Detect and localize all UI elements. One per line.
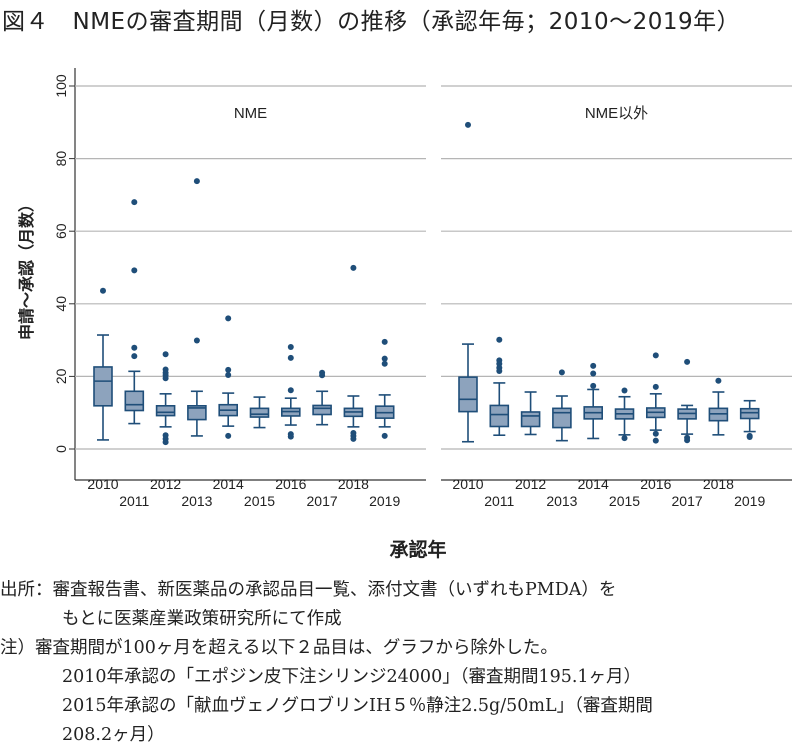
x-tick-label: 2018 <box>703 476 734 492</box>
outlier-point <box>684 437 691 444</box>
outlier-point <box>100 287 106 294</box>
x-tick-label: 2011 <box>484 493 514 509</box>
outlier-point <box>225 371 232 378</box>
outlier-point <box>621 387 628 394</box>
outlier-point <box>131 199 138 206</box>
outlier-point <box>652 383 659 390</box>
x-tick-label: 2012 <box>150 476 181 492</box>
x-tick-label: 2011 <box>119 493 149 509</box>
footnotes: 出所：審査報告書、新医薬品の承認品目一覧、添付文書（いずれもPMDA）を もとに… <box>0 576 653 750</box>
outlier-point <box>621 435 628 442</box>
box-iqr <box>93 366 113 407</box>
y-tick-label: 100 <box>53 74 69 98</box>
outlier-point <box>225 315 232 322</box>
outlier-point <box>319 372 326 379</box>
outlier-point <box>287 343 294 350</box>
outlier-point <box>496 367 503 374</box>
outlier-point <box>381 338 388 345</box>
box-plot-chart: 020406080100申請〜承認（月数）承認年NME2010201120122… <box>17 68 792 561</box>
outlier-point <box>162 375 169 382</box>
box-iqr <box>155 405 176 417</box>
outlier-point <box>652 352 659 359</box>
outlier-point <box>193 337 200 344</box>
box-iqr <box>249 407 270 418</box>
outlier-point <box>465 121 471 128</box>
y-tick-label: 60 <box>53 223 69 239</box>
box-iqr <box>458 376 478 413</box>
x-tick-label: 2017 <box>672 493 703 509</box>
x-tick-label: 2010 <box>452 476 483 492</box>
outlier-point <box>350 435 357 442</box>
outlier-point <box>590 382 597 389</box>
x-tick-label: 2013 <box>546 493 577 509</box>
outlier-point <box>193 178 200 185</box>
x-tick-label: 2019 <box>734 493 765 509</box>
x-tick-label: 2014 <box>213 476 244 492</box>
x-axis-title: 承認年 <box>389 538 446 561</box>
y-tick-label: 0 <box>53 445 69 453</box>
outlier-point <box>162 351 169 358</box>
x-tick-label: 2010 <box>87 476 118 492</box>
source-line-1: 出所：審査報告書、新医薬品の承認品目一覧、添付文書（いずれもPMDA）を <box>0 580 617 600</box>
outlier-point <box>162 439 169 446</box>
box-iqr <box>187 405 207 421</box>
y-tick-label: 20 <box>53 368 69 384</box>
box-iqr <box>552 407 572 429</box>
outlier-point <box>131 267 138 274</box>
source-line-2: もとに医薬産業政策研究所にて作成 <box>62 609 342 629</box>
x-tick-label: 2017 <box>307 493 338 509</box>
box-iqr <box>520 411 541 428</box>
note-line-4: 208.2ヶ月） <box>62 725 165 745</box>
outlier-point <box>381 432 388 439</box>
box-iqr <box>739 407 760 420</box>
note-line-3: 2015年承認の「献血ヴェノグロブリンIH５％静注2.5g/50mL」（審査期間 <box>62 696 653 716</box>
y-axis-title: 申請〜承認（月数） <box>17 196 36 340</box>
outlier-point <box>350 264 357 271</box>
note-line-1: 注）審査期間が100ヶ月を超える以下２品目は、グラフから除外した。 <box>0 638 558 658</box>
note-line-2: 2010年承認の「エポジン皮下注シリンジ24000」（審査期間195.1ヶ月） <box>62 667 642 687</box>
x-tick-label: 2018 <box>338 476 369 492</box>
panel-title: NME以外 <box>585 105 648 122</box>
outlier-point <box>287 387 294 394</box>
x-tick-label: 2013 <box>181 493 212 509</box>
panel-title: NME <box>234 105 267 122</box>
outlier-point <box>652 430 659 437</box>
x-tick-label: 2012 <box>515 476 546 492</box>
x-tick-label: 2014 <box>578 476 609 492</box>
outlier-point <box>590 362 597 369</box>
y-tick-label: 80 <box>53 151 69 167</box>
figure-title: 図４ NMEの審査期間（月数）の推移（承認年毎；2010〜2019年） <box>2 9 741 35</box>
x-tick-label: 2016 <box>640 476 671 492</box>
outlier-point <box>381 360 388 367</box>
box-iqr <box>489 404 510 428</box>
x-tick-label: 2019 <box>369 493 400 509</box>
x-tick-label: 2016 <box>275 476 306 492</box>
outlier-point <box>287 354 294 361</box>
outlier-point <box>225 366 232 373</box>
outlier-point <box>558 369 565 376</box>
outlier-point <box>381 355 388 362</box>
box-iqr <box>312 404 332 416</box>
outlier-point <box>225 432 232 439</box>
outlier-point <box>652 437 659 444</box>
outlier-point <box>287 433 294 440</box>
x-tick-label: 2015 <box>244 493 275 509</box>
outlier-point <box>746 434 753 441</box>
outlier-point <box>131 344 138 351</box>
outlier-point <box>131 353 138 360</box>
outlier-point <box>715 377 722 384</box>
outlier-point <box>684 358 691 365</box>
outlier-point <box>590 370 597 377</box>
x-tick-label: 2015 <box>609 493 640 509</box>
outlier-point <box>496 336 503 343</box>
box-iqr <box>124 390 145 412</box>
y-tick-label: 40 <box>53 296 69 312</box>
